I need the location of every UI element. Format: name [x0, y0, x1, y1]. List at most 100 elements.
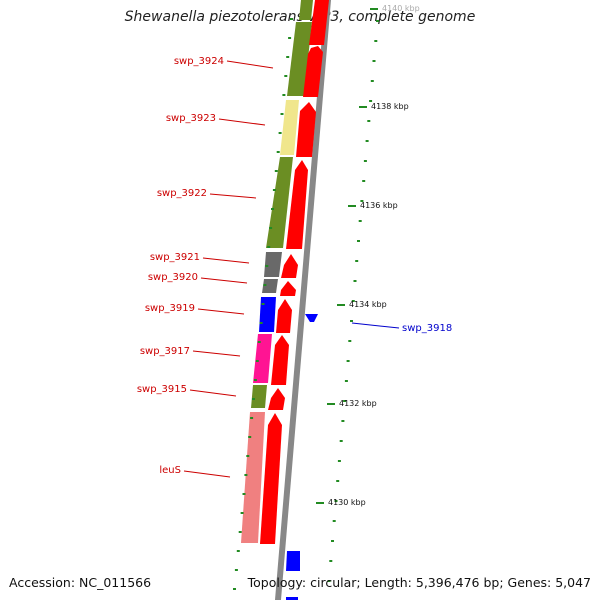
guide-dot	[259, 322, 263, 324]
guide-dot	[255, 360, 259, 362]
cds-arrow-swp-3920	[280, 281, 296, 296]
scale-tick-label: 4132 kbp	[339, 399, 377, 408]
leader-line-swp-3917	[192, 350, 241, 357]
cds-arrow-swp-3921	[281, 254, 298, 278]
guide-dot	[290, 18, 293, 20]
cds-arrow-swp-3919	[276, 299, 292, 333]
guide-dot	[253, 379, 257, 381]
cog-block-swp-3920	[262, 279, 278, 293]
guide-dot	[246, 455, 250, 457]
scale-dot	[343, 400, 347, 402]
cds-arrow-swp-3915	[268, 388, 285, 410]
backbone-line	[275, 0, 331, 600]
cog-block-bottom-2	[286, 597, 298, 600]
gene-label-leus: leuS	[159, 465, 181, 476]
guide-dot	[284, 75, 288, 77]
leader-line-swp-3919	[197, 308, 245, 315]
scale-tick-label: 4140 kbp	[382, 4, 420, 13]
scale-dots	[327, 20, 379, 582]
cds-arrow-swp-3918	[305, 314, 318, 322]
cog-block-swp-3922	[266, 157, 293, 248]
leader-line-swp-3915	[189, 389, 237, 397]
guide-dot	[242, 493, 246, 495]
guide-dot	[252, 398, 255, 400]
scale-dot	[372, 60, 376, 62]
leader-line-swp-3920	[200, 277, 248, 284]
scale-dot	[329, 560, 333, 562]
scale-dot	[355, 260, 359, 262]
guide-dot	[265, 265, 269, 267]
guide-dot	[234, 569, 238, 571]
cds-arrow-swp-3922	[286, 160, 308, 249]
guide-dot	[269, 227, 273, 229]
guide-dot	[288, 37, 292, 39]
scale-dot	[341, 420, 345, 422]
scale-dot	[348, 340, 352, 342]
cog-block-swp-3917	[253, 334, 272, 383]
cog-block-swp-3923	[280, 100, 299, 155]
scale-dot	[332, 520, 336, 522]
cog-block-swp-3915	[251, 385, 267, 408]
scale-dot	[351, 300, 355, 302]
cds-arrow-swp-3917	[271, 335, 289, 385]
guide-dot	[261, 303, 265, 305]
backbone-track	[275, 0, 331, 600]
inner-guide-dots	[233, 18, 293, 590]
guide-dot	[238, 531, 242, 533]
leader-line-leus	[183, 470, 231, 478]
scale-dot	[350, 320, 353, 322]
scale-dot	[337, 460, 341, 462]
scale-dot	[363, 160, 367, 162]
scale-tick	[370, 8, 378, 10]
cog-block-bottom	[286, 551, 300, 571]
guide-dot	[271, 208, 274, 210]
scale-tick	[337, 304, 345, 306]
guide-dot	[286, 56, 290, 58]
scale-tick-labels: 4140 kbp 4138 kbp 4136 kbp 4134 kbp 4132 kbp…	[316, 4, 420, 507]
scale-dot	[334, 500, 338, 502]
scale-dot	[353, 280, 357, 282]
guide-dot	[274, 170, 278, 172]
scale-dot	[365, 140, 369, 142]
cds-arrow-top	[309, 0, 329, 45]
guide-dot	[250, 417, 254, 419]
scale-dot	[367, 120, 371, 122]
gene-label-swp-3915: swp_3915	[137, 384, 187, 395]
scale-dot	[370, 80, 374, 82]
cds-arrow-leus	[260, 413, 282, 544]
guide-dot	[240, 512, 244, 514]
cog-block-swp-3921	[264, 252, 282, 277]
guide-dot	[244, 474, 248, 476]
scale-dot	[357, 240, 360, 242]
leader-line-swp-3921	[202, 257, 250, 264]
scale-dot	[362, 180, 366, 182]
cog-block-swp-3919	[259, 297, 276, 332]
accession-text: Accession: NC_011566	[9, 575, 152, 590]
scale-dot	[374, 40, 378, 42]
guide-dot	[280, 113, 284, 115]
guide-dot	[272, 189, 276, 191]
gene-label-swp-3917: swp_3917	[140, 346, 190, 357]
scale-tick	[348, 205, 356, 207]
guide-dot	[257, 341, 261, 343]
scale-dot	[369, 100, 373, 102]
scale-dot	[336, 480, 340, 482]
cog-block-leus	[241, 412, 265, 543]
scale-dot	[339, 440, 343, 442]
scale-dot	[360, 200, 364, 202]
scale-tick-label: 4134 kbp	[349, 300, 387, 309]
scale-dot	[376, 20, 379, 22]
cds-arrow-swp-3923	[296, 102, 316, 157]
leader-line-swp-3922	[209, 193, 257, 199]
leader-line-swp-3918	[351, 322, 400, 329]
scale-tick-label: 4138 kbp	[371, 102, 409, 111]
scale-dot	[346, 360, 350, 362]
gene-label-swp-3920: swp_3920	[148, 272, 198, 283]
guide-dot	[267, 246, 271, 248]
gene-label-swp-3922: swp_3922	[157, 188, 207, 199]
scale-dot	[344, 380, 348, 382]
cog-block-top	[299, 0, 313, 20]
cds-arrow-swp-3924	[303, 46, 323, 97]
scale-tick	[327, 403, 335, 405]
